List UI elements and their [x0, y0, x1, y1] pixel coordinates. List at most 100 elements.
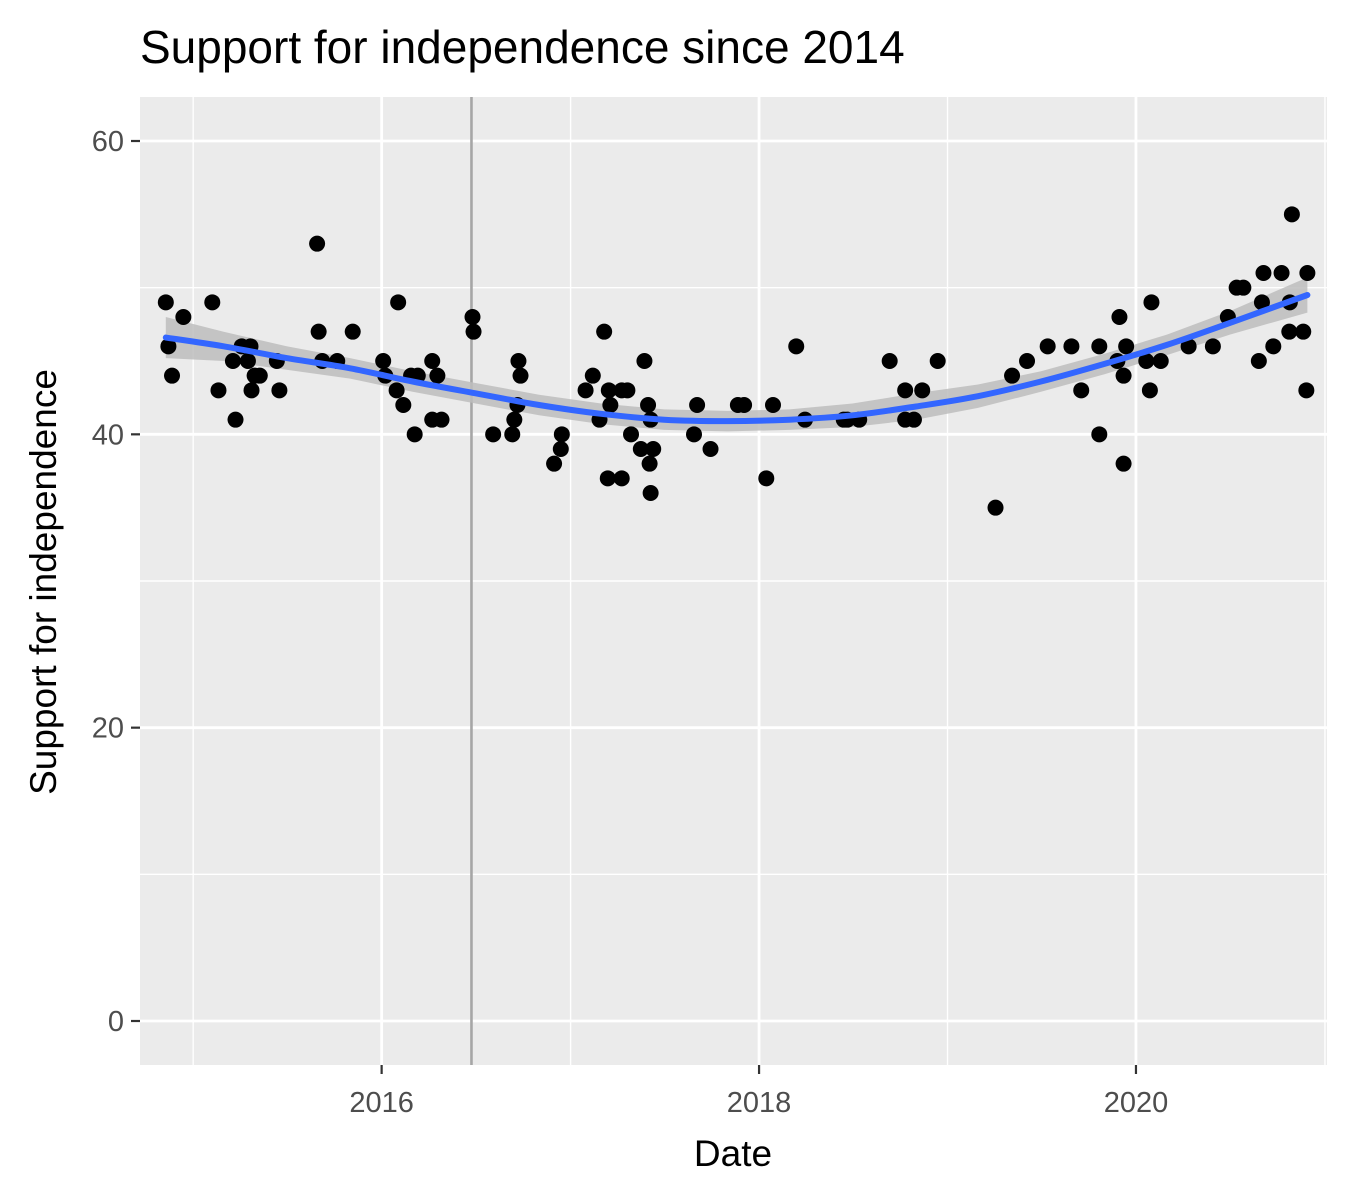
data-point [510, 353, 527, 369]
data-point [602, 397, 619, 413]
data-point [506, 411, 523, 428]
smooth-line [162, 292, 1311, 425]
data-point [1253, 294, 1270, 311]
data-point [600, 382, 617, 399]
data-point [788, 338, 805, 355]
data-point [546, 455, 563, 472]
x-axis-title: Date [694, 1133, 772, 1174]
data-point [485, 426, 502, 443]
data-point [1091, 338, 1108, 355]
data-point [251, 367, 268, 384]
data-point [433, 411, 450, 428]
data-point [204, 294, 221, 311]
data-point [553, 426, 570, 443]
data-point [310, 323, 327, 340]
data-point [1115, 367, 1132, 384]
confidence-band-layer [165, 277, 1308, 432]
data-point [1204, 338, 1221, 355]
data-point [160, 338, 177, 355]
y-tick-label: 40 [92, 419, 124, 451]
data-point [1141, 382, 1158, 399]
data-point [309, 235, 326, 252]
smooth-line-layer [162, 292, 1311, 425]
data-point [512, 367, 529, 384]
data-point [464, 309, 481, 325]
data-point [613, 470, 630, 487]
gridlines [140, 97, 1327, 1065]
data-point [1295, 323, 1312, 340]
data-point [1283, 206, 1300, 223]
data-point [406, 426, 423, 443]
data-point [1118, 338, 1135, 355]
data-point [1091, 426, 1108, 443]
data-point [599, 470, 616, 487]
data-point [175, 309, 192, 325]
data-point [689, 397, 706, 413]
data-point [1250, 353, 1267, 369]
data-point [1299, 265, 1316, 281]
data-point [1298, 382, 1315, 399]
data-point [645, 441, 662, 457]
data-point [395, 397, 412, 413]
data-point [1255, 265, 1272, 281]
data-point [210, 382, 227, 399]
data-point [243, 382, 260, 399]
data-point [914, 382, 931, 399]
data-point [758, 470, 775, 487]
data-point [1111, 309, 1128, 325]
confidence-band [165, 277, 1308, 432]
data-point [619, 382, 636, 399]
data-point [344, 323, 361, 340]
data-point [1265, 338, 1282, 355]
x-tick-label: 2016 [349, 1087, 414, 1119]
data-point [881, 353, 898, 369]
data-point [552, 441, 569, 457]
data-point [736, 397, 753, 413]
data-point [1138, 353, 1155, 369]
data-point [897, 382, 914, 399]
data-point [632, 441, 649, 457]
y-tick-label: 60 [92, 126, 124, 158]
data-point [640, 397, 657, 413]
data-point [429, 367, 446, 384]
data-point [905, 411, 922, 428]
data-point [164, 367, 181, 384]
y-tick-label: 0 [108, 1006, 124, 1038]
chart-title: Support for independence since 2014 [140, 21, 905, 73]
data-point [1143, 294, 1160, 311]
data-point [157, 294, 174, 311]
data-point [1180, 338, 1197, 355]
data-point [504, 426, 521, 443]
y-tick-label: 20 [92, 713, 124, 745]
data-point [1273, 265, 1290, 281]
data-point [1115, 455, 1132, 472]
data-point [577, 382, 594, 399]
data-point [1281, 323, 1298, 340]
data-point [1004, 367, 1021, 384]
y-axis-title: Support for independence [23, 369, 64, 795]
data-point [929, 353, 946, 369]
data-point [987, 499, 1004, 516]
axes: 0 20 40 60 2016 2018 2020 [92, 126, 1168, 1119]
data-point [1039, 338, 1056, 355]
data-point [636, 353, 653, 369]
data-point [375, 353, 392, 369]
data-point [271, 382, 288, 399]
data-point [596, 323, 613, 340]
data-point [1235, 279, 1252, 296]
data-point [424, 353, 441, 369]
data-point [623, 426, 640, 443]
data-point [1152, 353, 1169, 369]
data-point [388, 382, 405, 399]
x-tick-label: 2020 [1104, 1087, 1169, 1119]
data-point [686, 426, 703, 443]
data-point [584, 367, 601, 384]
data-point [227, 411, 244, 428]
data-point [1019, 353, 1036, 369]
data-point [764, 397, 781, 413]
data-point [465, 323, 482, 340]
x-tick-label: 2018 [727, 1087, 792, 1119]
data-point [642, 485, 659, 501]
